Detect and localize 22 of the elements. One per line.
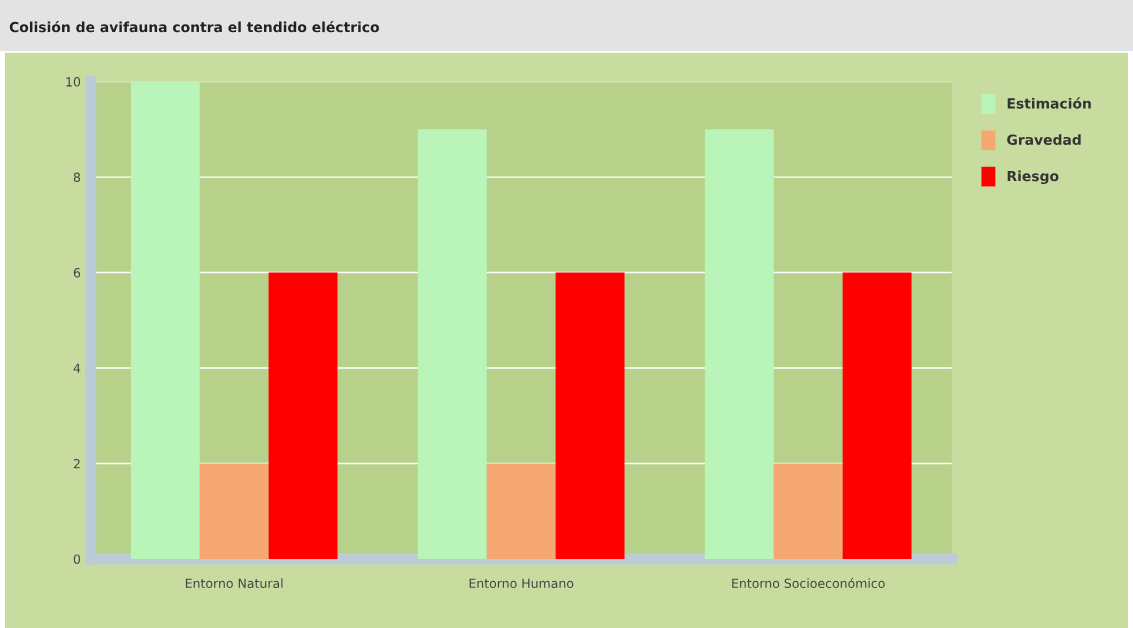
y-tick-label: 8 bbox=[73, 172, 81, 183]
bar bbox=[773, 463, 843, 559]
bar bbox=[417, 129, 487, 559]
bar bbox=[268, 272, 338, 559]
bar bbox=[842, 272, 912, 559]
y-tick-label: 0 bbox=[73, 554, 81, 564]
y-tick-label: 4 bbox=[73, 363, 81, 373]
bar bbox=[199, 463, 269, 559]
x-tick-label: Entorno Socioeconómico bbox=[732, 577, 885, 589]
x-tick-label: Entorno Humano bbox=[469, 578, 574, 589]
y-tick-label: 2 bbox=[73, 458, 80, 469]
bar bbox=[130, 81, 200, 559]
legend-label: Gravedad bbox=[1007, 134, 1081, 145]
x-tick-label: Entorno Natural bbox=[185, 578, 283, 589]
bar bbox=[486, 463, 556, 559]
bar bbox=[704, 129, 774, 559]
y-tick-label: 6 bbox=[73, 268, 81, 278]
bar bbox=[555, 272, 625, 559]
y-tick-label: 10 bbox=[66, 77, 81, 87]
legend-label: Riesgo bbox=[1007, 170, 1059, 185]
chart-title: Colisión de avifauna contra el tendido eléctrico bbox=[9, 20, 379, 33]
legend-label: Estimación bbox=[1007, 97, 1091, 109]
